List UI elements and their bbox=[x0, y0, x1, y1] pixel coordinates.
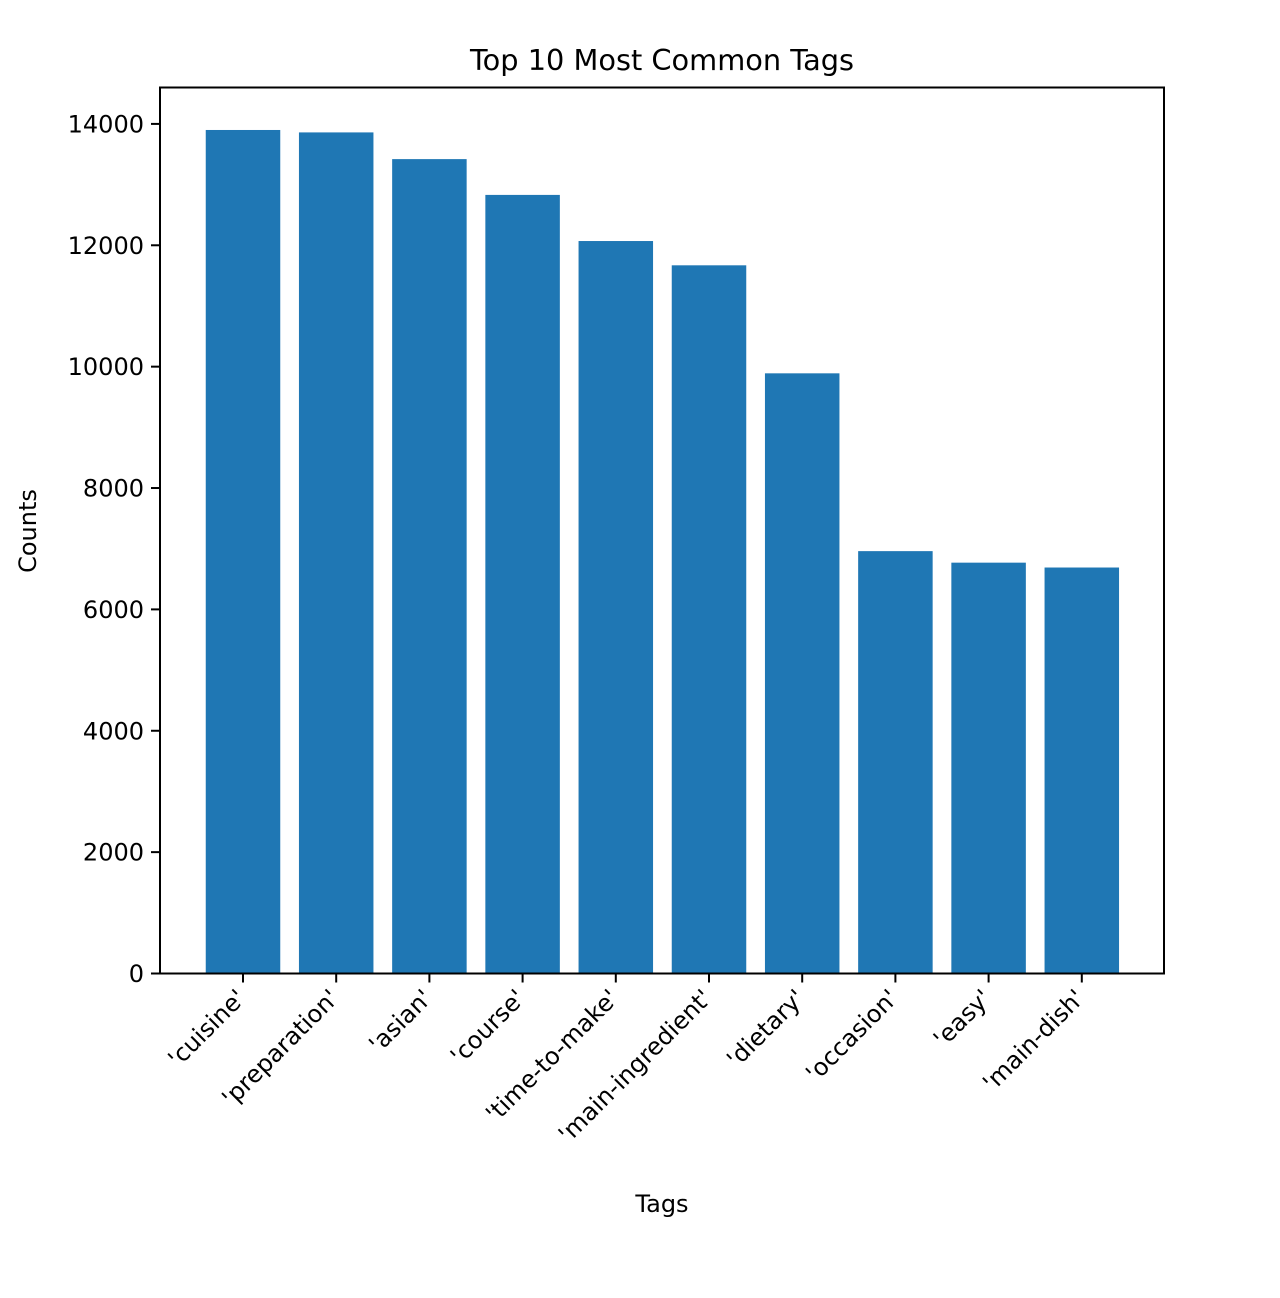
chart-title: Top 10 Most Common Tags bbox=[469, 43, 854, 77]
y-tick-label: 10000 bbox=[68, 353, 144, 381]
x-tick-label: 'course' bbox=[445, 984, 531, 1070]
x-axis: 'cuisine''preparation''asian''course''ti… bbox=[163, 973, 1090, 1148]
bar-0 bbox=[205, 129, 281, 974]
bar-1 bbox=[298, 132, 374, 974]
bar-8 bbox=[951, 562, 1026, 974]
bars-layer bbox=[205, 129, 1120, 974]
y-tick-label: 4000 bbox=[83, 717, 144, 745]
plot-frame bbox=[159, 86, 1165, 975]
y-axis-label: Counts bbox=[14, 489, 42, 573]
x-axis-label: Tags bbox=[634, 1190, 688, 1218]
bar-4 bbox=[578, 241, 654, 974]
bar-6 bbox=[764, 373, 840, 974]
y-tick-label: 8000 bbox=[83, 475, 144, 503]
y-tick-label: 6000 bbox=[83, 596, 144, 624]
x-tick-label: 'main-ingredient' bbox=[553, 984, 717, 1148]
x-tick-label: 'asian' bbox=[363, 984, 437, 1058]
bar-9 bbox=[1044, 567, 1120, 974]
y-tick-label: 12000 bbox=[68, 232, 144, 260]
x-tick-label: 'easy' bbox=[928, 984, 997, 1053]
bar-5 bbox=[671, 265, 747, 974]
bar-3 bbox=[485, 194, 560, 974]
x-tick-label: 'cuisine' bbox=[163, 984, 252, 1073]
x-tick-label: 'main-dish' bbox=[977, 984, 1090, 1097]
y-axis: 0 2000 4000 6000 8000 10000 12000 14000 bbox=[68, 110, 160, 988]
x-tick-label: 'dietary' bbox=[721, 984, 810, 1073]
y-tick-label: 0 bbox=[129, 960, 144, 988]
x-tick-label: 'occasion' bbox=[800, 984, 903, 1087]
y-tick-label: 2000 bbox=[83, 839, 144, 867]
y-tick-label: 14000 bbox=[68, 110, 144, 138]
bar-7 bbox=[858, 551, 933, 974]
bar-2 bbox=[392, 159, 467, 974]
